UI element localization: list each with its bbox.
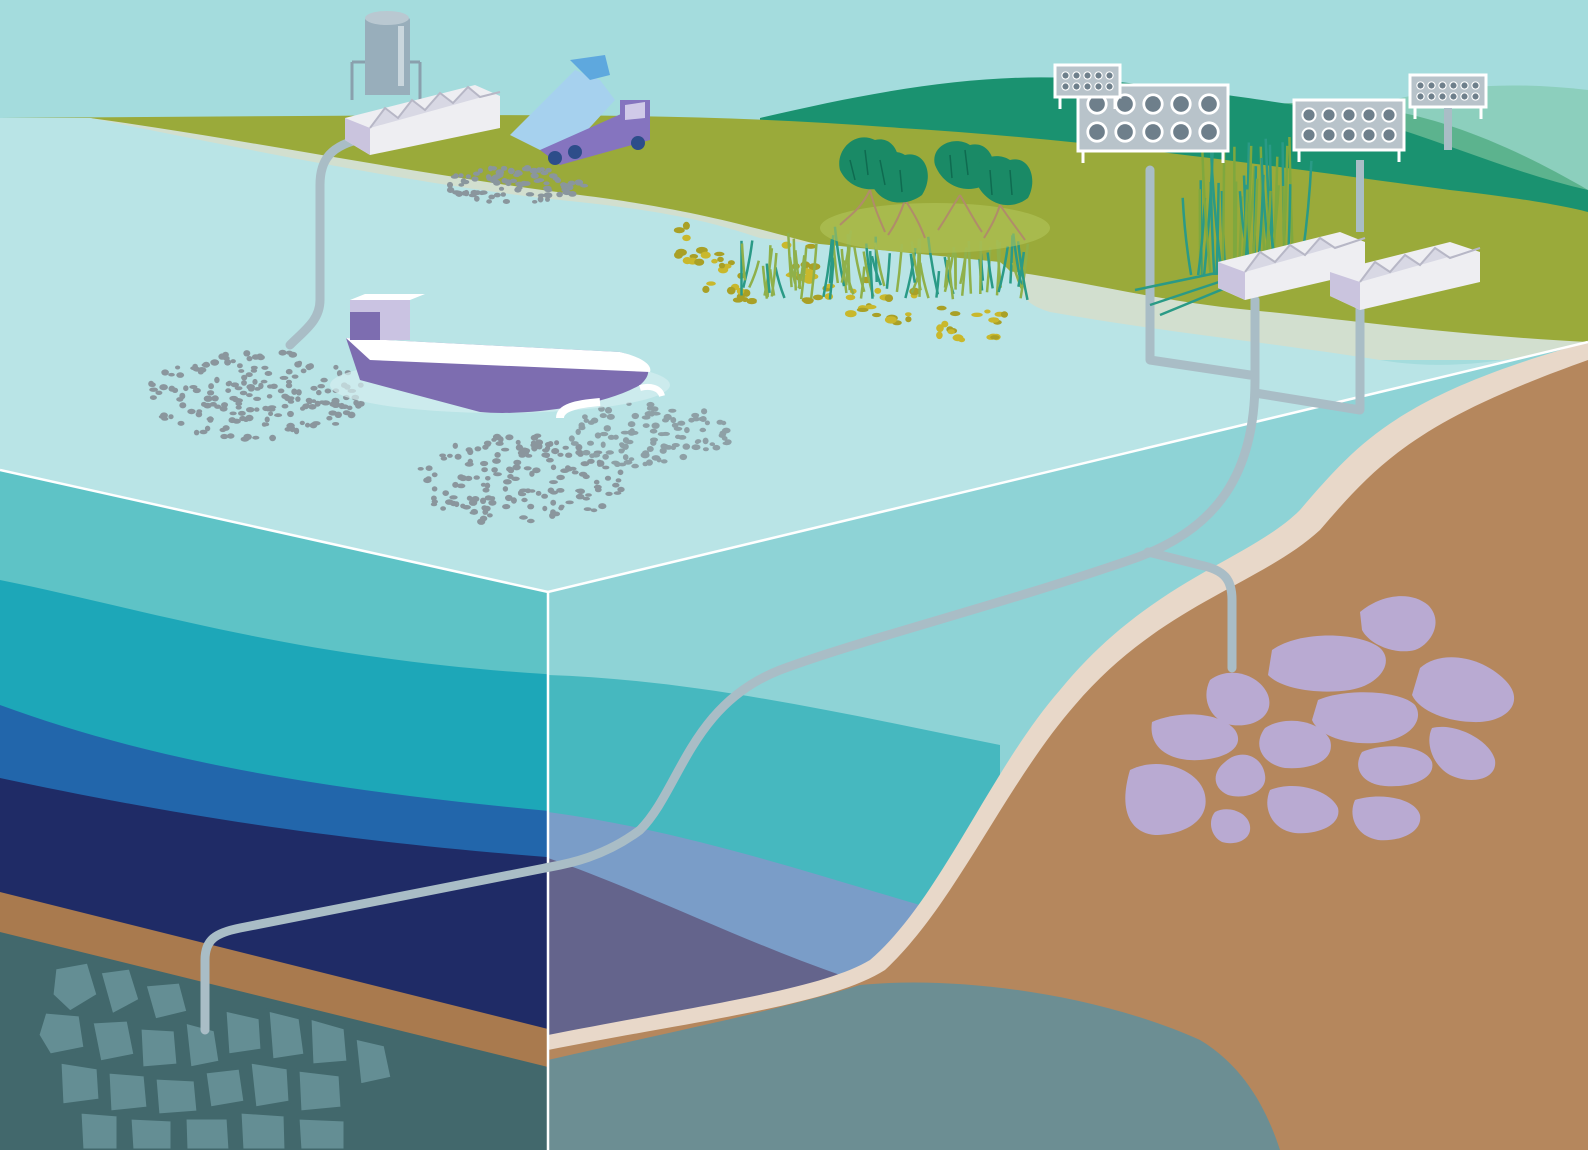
kelp-icon (673, 221, 1009, 343)
dump-truck-icon (510, 55, 650, 165)
water-surface (0, 118, 1588, 592)
storage-silo-icon (350, 11, 422, 100)
sediment-rock-icon (36, 960, 394, 1150)
ship-icon (330, 294, 670, 419)
mangrove-tree-icon (820, 137, 1050, 253)
rock-pile-icon (446, 165, 589, 204)
factory-icon (1218, 232, 1481, 310)
rock-pile-icon (417, 433, 625, 525)
dac-supports (1356, 108, 1452, 232)
ocean-cross-section-front (0, 470, 548, 1150)
pipeline-icon (200, 133, 1365, 1035)
factory-icon (345, 85, 501, 155)
basalt-formation-icon (1125, 596, 1515, 844)
deep-basin (548, 982, 1280, 1150)
rock-pile-icon (568, 401, 732, 469)
ocean-cross-section-side (548, 342, 1588, 1150)
direct-air-capture-fan-icon (1053, 63, 1488, 163)
rock-pile-icon (148, 349, 365, 442)
